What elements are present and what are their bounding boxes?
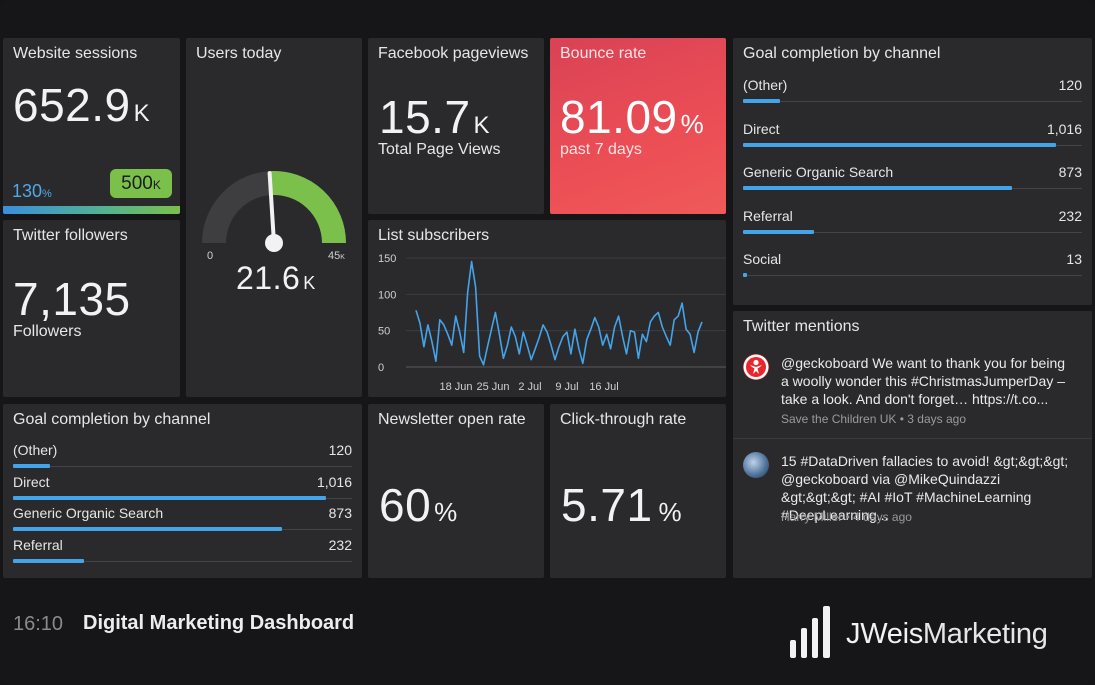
tweet-meta: Harry Miller • 4 days ago [781,510,912,524]
y-tick-label: 50 [378,326,390,338]
tweet-meta: Save the Children UK • 3 days ago [781,412,966,426]
widget-title: Twitter followers [13,227,128,244]
bar-chart-logo-icon [790,606,830,658]
goal-row-bar [13,558,85,563]
widget-title: Website sessions [13,45,138,62]
widget-title: List subscribers [378,227,490,244]
list-subscribers-chart: 0 50 100 150 18 Jun 25 Jun 2 Jul 9 Jul 16 Jul [378,253,726,393]
goal-row-bar [13,527,283,531]
users-gauge [202,171,346,252]
twitter-subtitle: Followers [13,323,82,340]
series-line [415,260,703,366]
widget-facebook-pageviews[interactable]: Facebook pageviews 15.7 K Total Page View… [368,38,544,214]
sessions-percent: 130% [12,181,52,201]
twitter-value: 7,135 [13,273,131,325]
sessions-progress-fill [3,206,180,214]
sessions-value: 652.9 K [13,79,151,131]
goal-row-label: Referral [743,207,793,224]
goal-row-bar [743,142,1057,147]
tweet-text: 15 #DataDriven fallacies to avoid! &gt;&… [781,453,1069,523]
sessions-progress-bar [3,206,180,214]
goal-row-label: Direct [13,473,50,490]
gauge-fill [269,171,346,244]
person-icon [743,354,769,380]
facebook-value: 15.7 K [379,91,491,143]
gauge-min-label: 0 [207,250,214,262]
goal-row-label: Social [743,251,782,267]
goal-row-bar [13,495,327,500]
widget-goal-completion-right[interactable]: Goal completion by channel (Other) 120 Dir… [733,38,1092,305]
x-tick-label: 9 Jul [555,381,578,393]
goal-row-label: Direct [743,120,780,137]
goal-row-track [743,275,1082,276]
brand-name: JWeisMarketing [846,618,1048,650]
tweet-text: @geckoboard We want to thank you for bei… [781,355,1066,407]
widget-list-subscribers[interactable]: List subscribers 0 50 100 150 18 Jun 25 Jun 2 … [368,220,726,397]
goal-row-value: 232 [328,536,352,553]
widget-twitter-mentions[interactable]: Twitter mentions @geckoboard We want to … [733,311,1092,578]
facebook-subtitle: Total Page Views [378,141,501,158]
y-tick-label: 0 [378,362,384,374]
tweet-divider [733,438,1092,439]
gauge-needle [267,171,276,245]
x-tick-label: 18 Jun [439,381,472,393]
widget-title: Users today [196,45,282,62]
goal-row-bar [13,464,50,468]
bounce-value: 81.09% [560,91,705,143]
gauge-pivot [265,234,283,252]
y-tick-label: 150 [378,253,396,265]
goal-row-label: (Other) [13,442,58,458]
brand-logo: JWeisMarketing [786,604,1048,665]
goal-row-value: 120 [1058,77,1082,93]
widget-click-through-rate[interactable]: Click-through rate 5.71% [550,404,726,578]
goal-row-value: 120 [328,442,352,458]
widget-title: Goal completion by channel [743,45,941,62]
goal-row-value: 232 [1058,207,1082,224]
ctr-value: 5.71% [561,479,683,531]
goal-row-label: Generic Organic Search [743,164,894,180]
x-tick-label: 16 Jul [589,381,618,393]
widget-title: Newsletter open rate [378,411,526,428]
footer-clock: 16:10 [13,613,64,635]
widget-goal-completion-left[interactable]: Goal completion by channel (Other) 120 Dir… [3,404,362,578]
widget-title: Goal completion by channel [13,411,211,428]
widget-twitter-followers[interactable]: Twitter followers 7,135 Followers [3,220,180,397]
goal-row-bar [743,186,1013,190]
widget-newsletter-open-rate[interactable]: Newsletter open rate 60% [368,404,544,578]
widget-bounce-rate[interactable]: Bounce rate 81.09% past 7 days [550,38,726,214]
widget-title: Twitter mentions [743,318,860,335]
goal-row-value: 1,016 [316,473,352,490]
widget-title: Click-through rate [560,411,687,428]
widget-users-today[interactable]: Users today 0 45K 21.6 K [186,38,362,397]
widget-website-sessions[interactable]: Website sessions 652.9 K 130% 500K [3,38,180,214]
goal-row-bar [743,99,780,103]
sessions-target-badge: 500K [110,169,172,198]
goal-row-value: 13 [1066,251,1082,267]
x-tick-label: 25 Jun [476,381,509,393]
goal-row-value: 873 [328,505,352,521]
goal-row-track [743,101,1082,102]
goal-row-label: Generic Organic Search [13,505,164,521]
users-value: 21.6 K [236,260,316,296]
goal-row-label: (Other) [743,77,788,93]
widget-title: Facebook pageviews [378,45,529,62]
save-the-children-avatar [743,354,769,380]
goal-row-value: 1,016 [1046,120,1082,137]
goal-row-track [13,466,352,467]
newsletter-value: 60% [379,479,458,531]
bounce-subtitle: past 7 days [560,141,642,158]
x-tick-label: 2 Jul [518,381,541,393]
y-tick-label: 100 [378,289,396,301]
goal-row-value: 873 [1058,164,1082,180]
goal-row-track [743,231,1082,233]
gauge-max-label: 45K [328,250,345,262]
goal-row-bar [743,273,747,277]
goal-row-label: Referral [13,536,63,553]
dashboard-title: Digital Marketing Dashboard [83,612,355,634]
goal-row-track [13,560,352,562]
goal-row-bar [743,229,815,234]
harry-miller-avatar [743,452,769,478]
widget-title: Bounce rate [560,45,647,62]
